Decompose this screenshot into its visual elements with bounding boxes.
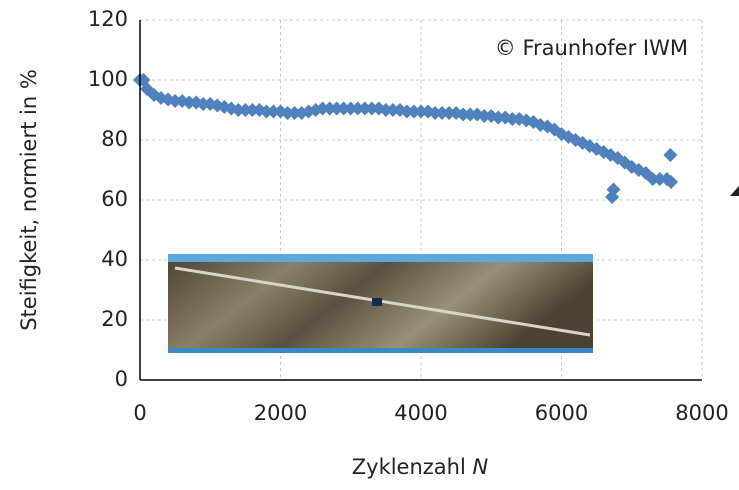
points <box>133 73 679 204</box>
point <box>182 95 197 110</box>
point <box>663 148 678 162</box>
point <box>414 104 428 119</box>
y-tick-label: 0 <box>115 367 128 391</box>
point <box>435 106 450 120</box>
point <box>322 101 337 116</box>
point <box>505 112 520 126</box>
point <box>231 103 246 117</box>
point <box>287 106 302 120</box>
point <box>364 101 379 116</box>
point <box>456 107 471 122</box>
point <box>491 110 506 125</box>
point <box>652 172 667 186</box>
point <box>266 104 281 119</box>
point <box>245 103 260 117</box>
point <box>385 103 400 117</box>
x-tick-label: 6000 <box>535 401 588 425</box>
point <box>350 101 365 116</box>
photo-spot <box>372 298 382 306</box>
point <box>428 106 443 120</box>
y-tick-label: 120 <box>88 7 128 31</box>
x-axis-label-text: Zyklenzahl <box>352 455 466 479</box>
x-axis-label-symbol: N <box>473 455 489 479</box>
y-tick-label: 100 <box>88 67 128 91</box>
y-tick-label: 60 <box>101 187 128 211</box>
y-tick-label: 20 <box>101 307 128 331</box>
point <box>399 104 414 119</box>
point <box>645 172 660 186</box>
x-tick-label: 4000 <box>394 401 447 425</box>
photo-streak <box>174 266 591 337</box>
y-tick-label: 40 <box>101 247 128 271</box>
point <box>606 182 621 197</box>
point <box>664 175 679 189</box>
point <box>357 101 372 116</box>
point <box>238 103 253 117</box>
point <box>463 107 478 122</box>
y-tick-label: 80 <box>101 127 128 151</box>
point <box>280 106 295 120</box>
inset-photo <box>168 254 593 353</box>
point <box>315 101 330 116</box>
point <box>336 101 351 116</box>
point <box>259 104 274 119</box>
cropped-legend <box>730 186 739 196</box>
x-tick-label: 0 <box>133 401 146 425</box>
point <box>378 103 393 117</box>
photo-band <box>168 254 593 262</box>
x-tick-label: 2000 <box>254 401 307 425</box>
point <box>477 109 492 123</box>
x-tick-label: 8000 <box>675 401 728 425</box>
photo-band <box>168 348 593 353</box>
annotation: © Fraunhofer IWM <box>495 36 688 60</box>
point <box>442 106 457 120</box>
point <box>329 101 344 116</box>
point <box>406 104 421 119</box>
point <box>168 94 183 108</box>
y-axis-label: Steifigkeit, normiert in % <box>17 69 41 331</box>
point <box>343 101 358 116</box>
point <box>196 97 211 111</box>
x-axis-label: Zyklenzahl N <box>352 455 489 479</box>
